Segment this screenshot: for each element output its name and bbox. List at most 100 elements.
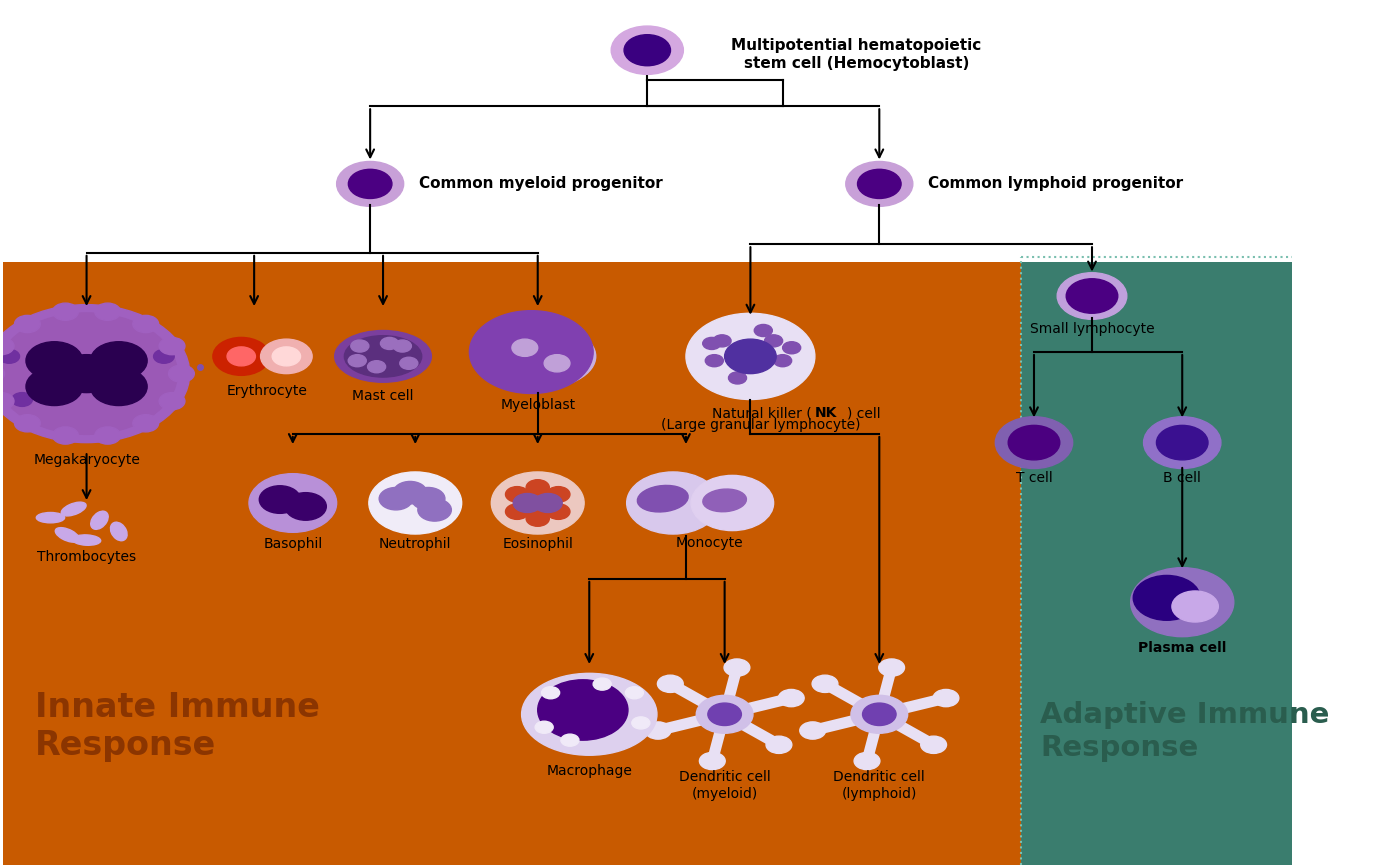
Circle shape bbox=[394, 340, 411, 352]
Circle shape bbox=[625, 687, 644, 699]
Circle shape bbox=[696, 695, 753, 733]
Ellipse shape bbox=[344, 336, 421, 377]
Ellipse shape bbox=[62, 502, 87, 516]
Circle shape bbox=[260, 339, 312, 373]
Circle shape bbox=[58, 355, 116, 392]
Text: (Large granular lymphocyte): (Large granular lymphocyte) bbox=[660, 418, 860, 432]
Bar bbox=[3, 261, 1021, 865]
Circle shape bbox=[227, 347, 256, 366]
Circle shape bbox=[879, 659, 904, 676]
Circle shape bbox=[168, 365, 194, 382]
Ellipse shape bbox=[480, 324, 596, 389]
Circle shape bbox=[394, 482, 427, 503]
Circle shape bbox=[687, 313, 815, 399]
Circle shape bbox=[0, 350, 19, 364]
Circle shape bbox=[249, 474, 337, 532]
Circle shape bbox=[213, 338, 270, 375]
Circle shape bbox=[1172, 591, 1218, 622]
Text: Macrophage: Macrophage bbox=[546, 765, 632, 779]
Circle shape bbox=[546, 503, 570, 519]
Ellipse shape bbox=[703, 489, 746, 512]
Text: ) cell: ) cell bbox=[848, 406, 881, 420]
Circle shape bbox=[725, 339, 776, 373]
Text: Adaptive Immune
Response: Adaptive Immune Response bbox=[1040, 701, 1329, 762]
Bar bbox=[1021, 261, 1292, 865]
Text: Plasma cell: Plasma cell bbox=[1138, 641, 1226, 655]
Circle shape bbox=[703, 338, 721, 350]
Circle shape bbox=[91, 342, 147, 379]
Circle shape bbox=[754, 325, 772, 337]
Text: Megakaryocyte: Megakaryocyte bbox=[33, 453, 140, 467]
Circle shape bbox=[812, 675, 838, 693]
Ellipse shape bbox=[91, 511, 109, 529]
Circle shape bbox=[713, 335, 731, 347]
Circle shape bbox=[513, 494, 542, 512]
Circle shape bbox=[799, 722, 826, 740]
Text: Eosinophil: Eosinophil bbox=[502, 537, 574, 551]
Ellipse shape bbox=[36, 512, 65, 523]
Circle shape bbox=[95, 427, 121, 444]
Circle shape bbox=[625, 35, 670, 66]
Text: Basophil: Basophil bbox=[263, 537, 322, 551]
Circle shape bbox=[133, 315, 158, 332]
Text: Thrombocytes: Thrombocytes bbox=[37, 550, 136, 564]
Circle shape bbox=[544, 355, 570, 372]
Circle shape bbox=[259, 486, 300, 513]
Circle shape bbox=[538, 680, 627, 740]
Circle shape bbox=[411, 488, 444, 510]
Circle shape bbox=[699, 753, 725, 770]
Circle shape bbox=[380, 488, 413, 510]
Circle shape bbox=[542, 687, 560, 699]
Circle shape bbox=[154, 350, 175, 364]
Circle shape bbox=[535, 721, 553, 733]
Circle shape bbox=[846, 161, 912, 207]
Circle shape bbox=[491, 472, 585, 534]
Circle shape bbox=[160, 392, 184, 410]
Ellipse shape bbox=[110, 523, 127, 541]
Circle shape bbox=[779, 689, 804, 707]
Circle shape bbox=[367, 361, 385, 372]
Text: NK: NK bbox=[815, 406, 837, 420]
Circle shape bbox=[272, 347, 300, 366]
Circle shape bbox=[773, 355, 791, 366]
Circle shape bbox=[1131, 568, 1234, 636]
Text: Common lymphoid progenitor: Common lymphoid progenitor bbox=[929, 176, 1183, 191]
Text: Neutrophil: Neutrophil bbox=[378, 537, 451, 551]
Circle shape bbox=[400, 358, 418, 369]
Circle shape bbox=[526, 480, 549, 496]
Circle shape bbox=[15, 315, 40, 332]
Circle shape bbox=[724, 659, 750, 676]
Circle shape bbox=[160, 338, 184, 355]
Circle shape bbox=[766, 736, 791, 753]
Text: Innate Immune
Response: Innate Immune Response bbox=[34, 691, 319, 762]
Circle shape bbox=[15, 415, 40, 432]
Circle shape bbox=[526, 510, 549, 526]
Circle shape bbox=[645, 722, 671, 740]
Circle shape bbox=[1057, 273, 1127, 319]
Circle shape bbox=[691, 476, 773, 530]
Circle shape bbox=[783, 342, 801, 354]
Circle shape bbox=[706, 355, 724, 366]
Circle shape bbox=[26, 342, 83, 379]
Ellipse shape bbox=[55, 528, 80, 542]
Circle shape bbox=[850, 695, 908, 733]
Text: Monocyte: Monocyte bbox=[676, 536, 743, 549]
Circle shape bbox=[593, 678, 611, 690]
Circle shape bbox=[921, 736, 947, 753]
Circle shape bbox=[658, 675, 684, 693]
Circle shape bbox=[351, 340, 369, 352]
Circle shape bbox=[546, 487, 570, 502]
Text: Multipotential hematopoietic
stem cell (Hemocytoblast): Multipotential hematopoietic stem cell (… bbox=[731, 38, 981, 70]
Circle shape bbox=[0, 312, 178, 434]
Circle shape bbox=[1143, 417, 1221, 469]
Circle shape bbox=[0, 365, 4, 382]
Circle shape bbox=[91, 367, 147, 405]
Circle shape bbox=[611, 26, 684, 75]
Circle shape bbox=[765, 335, 783, 347]
Ellipse shape bbox=[334, 331, 432, 382]
Circle shape bbox=[854, 753, 879, 770]
Text: B cell: B cell bbox=[1163, 471, 1201, 485]
Circle shape bbox=[348, 355, 366, 366]
Circle shape bbox=[12, 392, 33, 406]
Circle shape bbox=[933, 689, 959, 707]
